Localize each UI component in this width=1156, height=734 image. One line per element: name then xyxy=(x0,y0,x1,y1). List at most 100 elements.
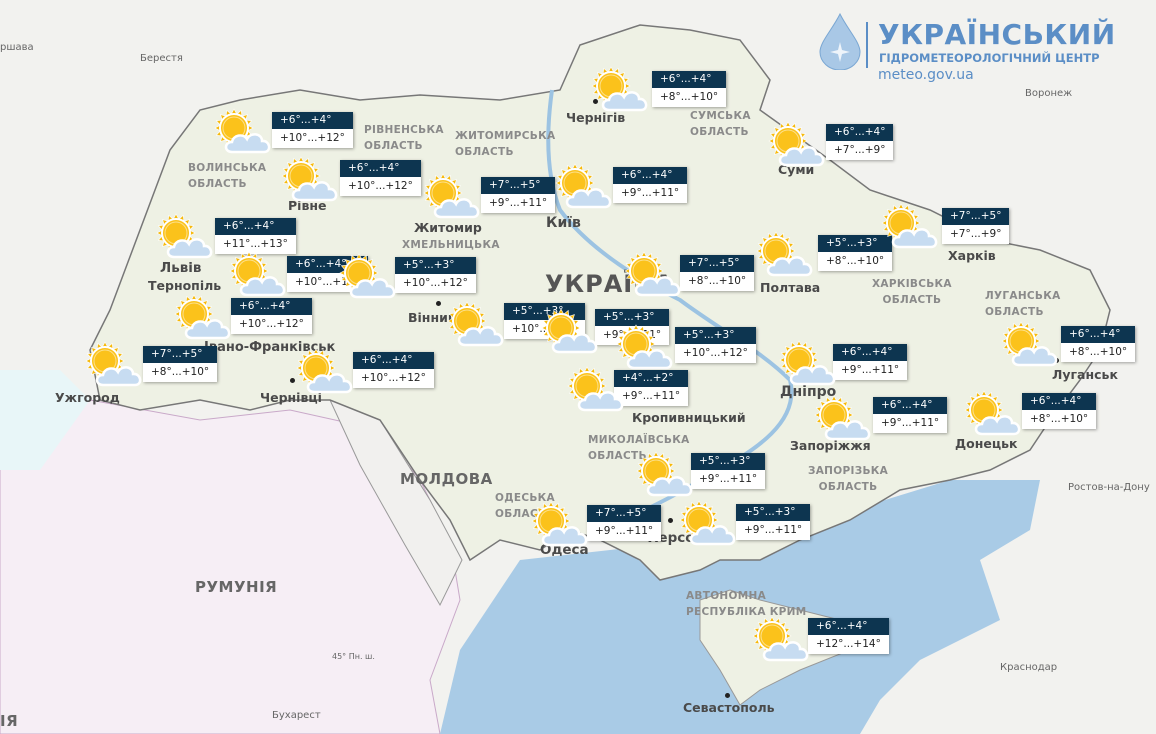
night-temperature: +6°...+4° xyxy=(613,167,688,184)
forecast-box[interactable]: +7°...+5° +8°...+10° xyxy=(680,255,755,291)
city-label-chernivtsi: Чернівці xyxy=(260,390,322,405)
day-temperature: +11°...+13° xyxy=(215,235,296,254)
sun-behind-cloud-icon xyxy=(812,395,874,443)
night-temperature: +6°...+4° xyxy=(833,344,908,361)
night-temperature: +5°...+3° xyxy=(736,504,811,521)
city-label-rivne: Рівне xyxy=(288,198,327,213)
night-temperature: +6°...+4° xyxy=(808,618,889,635)
forecast-box[interactable]: +5°...+3°+10°...+12° xyxy=(675,327,756,363)
forecast-box[interactable]: +7°...+5° +9°...+11° xyxy=(587,505,662,541)
day-temperature: +8°...+10° xyxy=(1061,343,1136,362)
city-label-zaporizhzhia: Запоріжжя xyxy=(790,438,871,453)
night-temperature: +7°...+5° xyxy=(143,346,218,363)
forecast-box[interactable]: +6°...+4° +10°...+12° xyxy=(272,112,353,148)
forecast-box[interactable]: +5°...+3°+9°...+11° xyxy=(736,504,811,540)
forecast-box[interactable]: +6°...+4° +9°...+11° xyxy=(613,167,688,203)
city-label-chernihiv: Чернігів xyxy=(566,110,626,125)
city-label-rostov: Ростов-на-Дону xyxy=(1068,482,1150,493)
city-label-luhansk: Луганськ xyxy=(1052,367,1118,382)
night-temperature: +7°...+5° xyxy=(481,177,556,194)
sun-behind-cloud-icon xyxy=(634,451,696,499)
night-temperature: +4°...+2° xyxy=(614,370,689,387)
city-label-bukharest: Бухарест xyxy=(272,710,321,721)
day-temperature: +9°...+11° xyxy=(614,387,689,406)
forecast-box[interactable]: +6°...+4° +9°...+11° xyxy=(873,397,948,433)
sun-behind-cloud-icon xyxy=(879,203,941,251)
region-label-mykolaiv: МИКОЛАЇВСЬКА ОБЛАСТЬ xyxy=(588,434,690,462)
night-temperature: +5°...+3° xyxy=(691,453,766,470)
sun-behind-cloud-icon xyxy=(766,121,828,169)
logo-subtitle: ГІДРОМЕТЕОРОЛОГІЧНИЙ ЦЕНТР xyxy=(879,51,1100,65)
forecast-box[interactable]: +5°...+3°+9°...+11° xyxy=(691,453,766,489)
country-label-romania: РУМУНІЯ xyxy=(195,578,278,596)
forecast-box[interactable]: +6°...+4° +7°...+9° xyxy=(826,124,894,160)
night-temperature: +5°...+3° xyxy=(675,327,756,344)
forecast-box[interactable]: +6°...+4° +10°...+12° xyxy=(231,298,312,334)
forecast-box[interactable]: +6°...+4° +10°...+12° xyxy=(340,160,421,196)
forecast-box[interactable]: +6°...+4° +11°...+13° xyxy=(215,218,296,254)
night-temperature: +6°...+4° xyxy=(215,218,296,235)
logo-title: УКРАЇНСЬКИЙ xyxy=(878,18,1116,51)
sun-behind-cloud-icon xyxy=(614,324,676,372)
region-label-crimea: АВТОНОМНА РЕСПУБЛІКА КРИМ xyxy=(686,590,807,618)
day-temperature: +9°...+11° xyxy=(587,522,662,541)
sun-behind-cloud-icon xyxy=(154,213,216,261)
day-temperature: +8°...+10° xyxy=(652,88,727,107)
sun-behind-cloud-icon xyxy=(227,251,289,299)
city-dot-chernihiv xyxy=(593,99,598,104)
forecast-box[interactable]: +6°...+4° +10°...+12° xyxy=(353,352,434,388)
sun-behind-cloud-icon xyxy=(212,108,274,156)
day-temperature: +10°...+12° xyxy=(231,315,312,334)
region-label-zhytomyr: ЖИТОМИРСЬКА ОБЛАСТЬ xyxy=(455,130,556,158)
day-temperature: +9°...+11° xyxy=(613,184,688,203)
sun-behind-cloud-icon xyxy=(172,294,234,342)
night-temperature: +6°...+4° xyxy=(873,397,948,414)
forecast-box[interactable]: +6°...+4° +8°...+10° xyxy=(652,71,727,107)
city-label-kherson: Херсон xyxy=(648,530,704,546)
city-dot-vinnytsia xyxy=(436,301,441,306)
forecast-box[interactable]: +7°...+5° +9°...+11° xyxy=(481,177,556,213)
forecast-box[interactable]: +4°...+2° +9°...+11° xyxy=(614,370,689,406)
logo-url[interactable]: meteo.gov.ua xyxy=(878,67,974,83)
forecast-box[interactable]: +6°...+4° +8°...+10° xyxy=(1061,326,1136,362)
day-temperature: +8°...+10° xyxy=(1022,410,1097,429)
city-label-varshava: ршава xyxy=(0,42,34,53)
city-label-ternopil: Тернопіль xyxy=(148,278,222,293)
night-temperature: +5°...+3° xyxy=(395,257,476,274)
night-temperature: +6°...+4° xyxy=(826,124,894,141)
sun-behind-cloud-icon xyxy=(529,501,591,549)
day-temperature: +10°...+12° xyxy=(395,274,476,293)
night-temperature: +5°...+3° xyxy=(595,309,670,326)
night-temperature: +6°...+4° xyxy=(353,352,434,369)
forecast-box[interactable]: +5°...+3° +8°...+10° xyxy=(818,235,893,271)
city-label-berestia: Берестя xyxy=(140,53,183,64)
day-temperature: +7°...+9° xyxy=(826,141,894,160)
sun-behind-cloud-icon xyxy=(565,366,627,414)
water-drop-logo-icon xyxy=(819,12,861,71)
forecast-box[interactable]: +7°...+5° +7°...+9° xyxy=(942,208,1010,244)
night-temperature: +6°...+4° xyxy=(1022,393,1097,410)
city-dot-chernivtsi xyxy=(290,378,295,383)
forecast-box[interactable]: +6°...+4° +12°...+14° xyxy=(808,618,889,654)
day-temperature: +10°...+12° xyxy=(675,344,756,363)
country-label-edge: ІЯ xyxy=(0,712,19,730)
sun-behind-cloud-icon xyxy=(754,231,816,279)
forecast-box[interactable]: +6°...+4° +8°...+10° xyxy=(1022,393,1097,429)
logo[interactable]: УКРАЇНСЬКИЙ ГІДРОМЕТЕОРОЛОГІЧНИЙ ЦЕНТР m… xyxy=(818,12,1115,83)
sun-behind-cloud-icon xyxy=(999,321,1061,369)
hungary-area xyxy=(0,370,90,470)
sun-behind-cloud-icon xyxy=(750,616,812,664)
day-temperature: +8°...+10° xyxy=(143,363,218,382)
city-dot-sevastopol xyxy=(725,693,730,698)
day-temperature: +10°...+12° xyxy=(340,177,421,196)
day-temperature: +10°...+12° xyxy=(272,129,353,148)
night-temperature: +6°...+4° xyxy=(1061,326,1136,343)
night-temperature: +7°...+5° xyxy=(942,208,1010,225)
forecast-box[interactable]: +7°...+5° +8°...+10° xyxy=(143,346,218,382)
forecast-box[interactable]: +5°...+3°+10°...+12° xyxy=(395,257,476,293)
forecast-box[interactable]: +6°...+4° +9°...+11° xyxy=(833,344,908,380)
region-label-luhansk: ЛУГАНСЬКА ОБЛАСТЬ xyxy=(985,290,1061,318)
sun-behind-cloud-icon xyxy=(677,500,739,548)
night-temperature: +6°...+4° xyxy=(340,160,421,177)
